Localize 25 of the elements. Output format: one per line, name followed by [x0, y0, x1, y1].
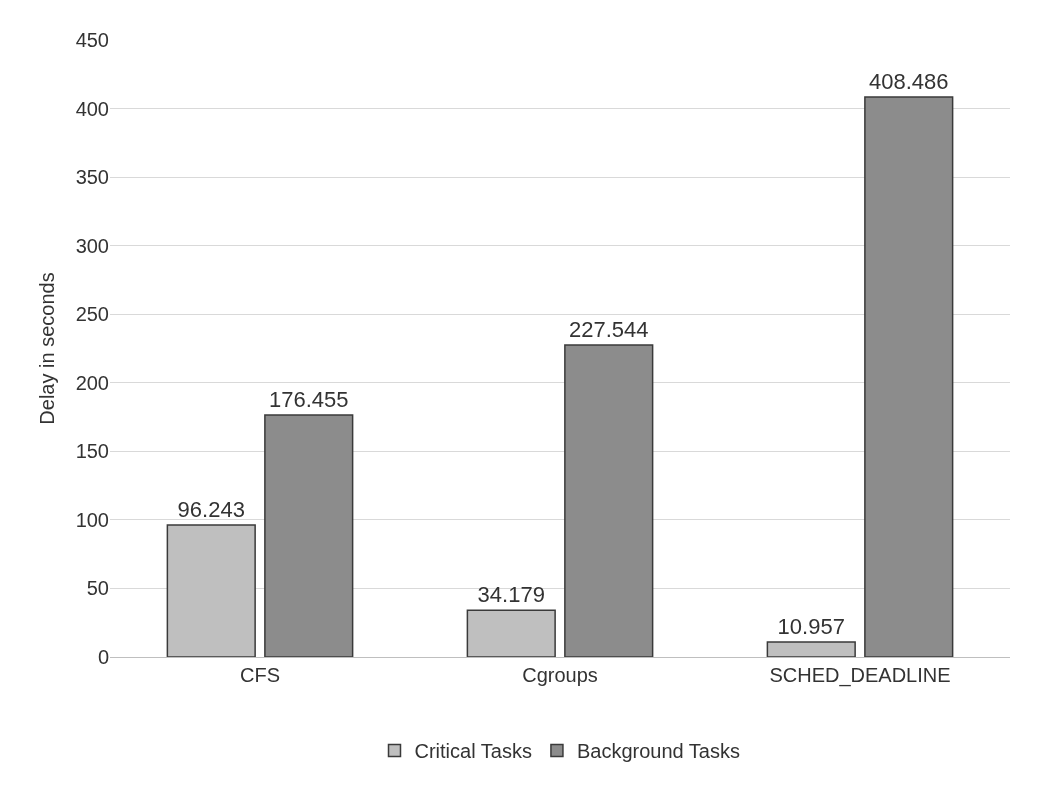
y-tick-label: 150: [75, 440, 109, 463]
bar: [264, 414, 354, 657]
y-tick-label: 450: [75, 29, 109, 51]
data-label: 176.455: [268, 387, 349, 413]
legend-label: Background Tasks: [576, 740, 740, 763]
data-label: 227.544: [568, 317, 649, 343]
y-tick-label: 50: [86, 577, 109, 600]
y-tick-label: 400: [75, 97, 109, 120]
x-tick-label: SCHED_DEADLINE: [769, 664, 951, 687]
y-tick-label: 250: [75, 303, 109, 326]
data-label: 34.179: [477, 582, 545, 608]
bar: [864, 96, 954, 657]
y-tick-label: 100: [75, 508, 109, 531]
x-tick-label: Cgroups: [522, 664, 598, 686]
y-tick-label: 200: [75, 371, 109, 394]
x-tick-label: CFS: [240, 664, 280, 686]
data-label: 408.486: [868, 68, 949, 94]
bar: [564, 344, 654, 657]
y-tick-label: 300: [75, 234, 109, 257]
y-tick-label: 350: [75, 166, 109, 189]
y-axis-title: Delay in seconds: [36, 272, 59, 425]
legend-label: Critical Tasks: [414, 740, 532, 763]
data-label: 96.243: [177, 497, 245, 523]
data-label: 10.957: [777, 613, 845, 639]
y-tick-label: 0: [97, 646, 109, 668]
